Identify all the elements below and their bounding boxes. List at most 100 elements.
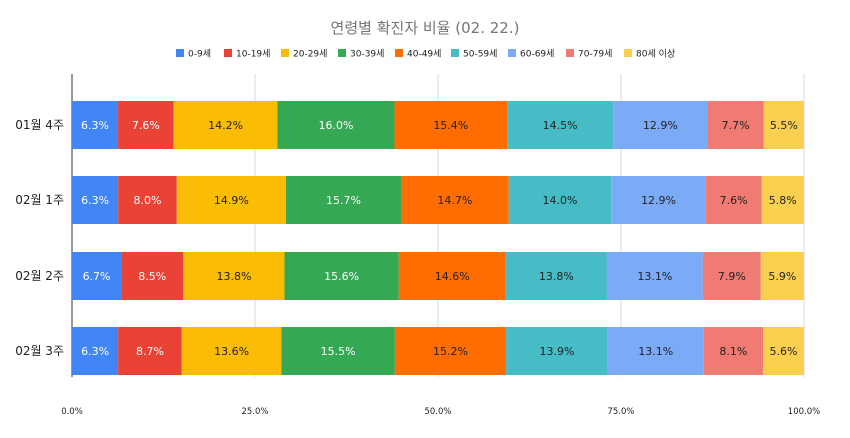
- legend-label-5: 50-59세: [463, 49, 497, 60]
- data-label-0-1: 7.6%: [132, 119, 160, 132]
- bar-segment-2-8: [760, 252, 804, 300]
- legend-label-7: 70-79세: [578, 49, 612, 60]
- legend-swatch-5: [451, 49, 459, 57]
- data-label-3-7: 8.1%: [719, 345, 747, 358]
- data-label-2-2: 13.8%: [216, 270, 251, 283]
- data-label-2-4: 14.6%: [435, 270, 470, 283]
- bars: 6.3% 7.6% 14.2% 16.0% 15.4% 14.5% 12.9% 7.7% 5.5…: [72, 101, 804, 375]
- bar-segment-2-7: [702, 252, 761, 300]
- data-label-2-8: 5.9%: [768, 270, 796, 283]
- category-label-1: 02월 1주: [15, 193, 64, 207]
- legend-swatch-1: [224, 49, 232, 57]
- bar-segment-2-2: [183, 252, 285, 300]
- bar-segment-2-6: [606, 252, 703, 300]
- data-label-3-6: 13.1%: [638, 345, 673, 358]
- bar-segment-0-4: [394, 101, 508, 149]
- bar-segment-0-3: [277, 101, 395, 149]
- bar-segment-2-1: [121, 252, 184, 300]
- data-label-0-0: 6.3%: [81, 119, 109, 132]
- bar-segment-3-1: [118, 327, 182, 375]
- bar-segment-1-5: [508, 176, 612, 224]
- legend: 0-9세 10-19세 20-29세 30-39세 40-49세 50-59세 60-69세…: [176, 49, 675, 60]
- bar-segment-3-4: [394, 327, 507, 375]
- data-label-1-3: 15.7%: [326, 194, 361, 207]
- legend-swatch-7: [566, 49, 574, 57]
- legend-swatch-8: [624, 49, 632, 57]
- legend-swatch-4: [395, 49, 403, 57]
- data-label-1-0: 6.3%: [81, 194, 109, 207]
- legend-swatch-0: [176, 49, 184, 57]
- data-label-1-5: 14.0%: [543, 194, 578, 207]
- data-label-1-8: 5.8%: [769, 194, 797, 207]
- data-label-2-7: 7.9%: [718, 270, 746, 283]
- x-tick-label-3: 75.0%: [607, 407, 634, 417]
- x-axis-ticks: 0.0% 25.0% 50.0% 75.0% 100.0%: [61, 407, 820, 417]
- data-label-2-0: 6.7%: [83, 270, 111, 283]
- legend-label-6: 60-69세: [520, 49, 554, 60]
- category-labels: 01월 4주 02월 1주 02월 2주 02월 3주: [15, 118, 64, 358]
- legend-label-8: 80세 이상: [636, 49, 675, 60]
- category-label-0: 01월 4주: [15, 118, 64, 132]
- bar-segment-1-6: [611, 176, 706, 224]
- bar-segment-0-7: [707, 101, 764, 149]
- bar-segment-0-1: [118, 101, 174, 149]
- bar-segment-1-2: [176, 176, 286, 224]
- data-label-0-4: 15.4%: [433, 119, 468, 132]
- chart-title: 연령별 확진자 비율 (02. 22.): [331, 19, 520, 37]
- bar-segment-1-4: [400, 176, 509, 224]
- legend-label-2: 20-29세: [293, 49, 327, 60]
- data-label-3-4: 15.2%: [433, 345, 468, 358]
- bar-segment-3-2: [181, 327, 282, 375]
- data-label-2-3: 15.6%: [324, 270, 359, 283]
- data-label-1-1: 8.0%: [133, 194, 161, 207]
- bar-segment-0-5: [507, 101, 614, 149]
- data-label-0-8: 5.5%: [770, 119, 798, 132]
- bar-segment-3-5: [506, 327, 608, 375]
- bar-segment-3-8: [763, 327, 804, 375]
- bar-segment-3-0: [72, 327, 119, 375]
- bar-segment-3-3: [281, 327, 395, 375]
- bar-segment-2-3: [284, 252, 399, 300]
- data-label-2-1: 8.5%: [138, 270, 166, 283]
- legend-swatch-3: [338, 49, 346, 57]
- data-label-1-6: 12.9%: [641, 194, 676, 207]
- legend-label-1: 10-19세: [236, 49, 270, 60]
- data-label-1-2: 14.9%: [214, 194, 249, 207]
- data-label-0-3: 16.0%: [319, 119, 354, 132]
- data-label-1-4: 14.7%: [437, 194, 472, 207]
- data-label-3-2: 13.6%: [214, 345, 249, 358]
- bar-segment-2-0: [72, 252, 122, 300]
- x-tick-label-0: 0.0%: [61, 407, 83, 417]
- data-label-3-3: 15.5%: [321, 345, 356, 358]
- legend-swatch-6: [508, 49, 516, 57]
- legend-label-3: 30-39세: [350, 49, 384, 60]
- legend-label-0: 0-9세: [188, 49, 211, 60]
- bar-segment-2-4: [398, 252, 506, 300]
- data-label-3-8: 5.6%: [770, 345, 798, 358]
- data-label-2-5: 13.8%: [539, 270, 574, 283]
- bar-segment-3-6: [607, 327, 704, 375]
- bar-segment-2-5: [505, 252, 607, 300]
- legend-label-4: 40-49세: [407, 49, 441, 60]
- data-label-0-6: 12.9%: [643, 119, 678, 132]
- category-label-3: 02월 3주: [15, 344, 64, 358]
- legend-swatch-2: [281, 49, 289, 57]
- data-label-3-0: 6.3%: [81, 345, 109, 358]
- bar-segment-0-0: [72, 101, 119, 149]
- bar-segment-1-1: [118, 176, 177, 224]
- bar-segment-0-8: [763, 101, 804, 149]
- data-label-0-2: 14.2%: [208, 119, 243, 132]
- data-label-0-7: 7.7%: [722, 119, 750, 132]
- bar-segment-1-3: [285, 176, 401, 224]
- x-tick-label-4: 100.0%: [788, 407, 820, 417]
- bar-segment-3-7: [703, 327, 764, 375]
- x-tick-label-1: 25.0%: [241, 407, 268, 417]
- data-label-1-7: 7.6%: [720, 194, 748, 207]
- bar-segment-0-6: [613, 101, 708, 149]
- data-label-2-6: 13.1%: [637, 270, 672, 283]
- bar-segment-1-7: [705, 176, 762, 224]
- x-tick-label-2: 50.0%: [424, 407, 451, 417]
- bar-segment-0-2: [173, 101, 278, 149]
